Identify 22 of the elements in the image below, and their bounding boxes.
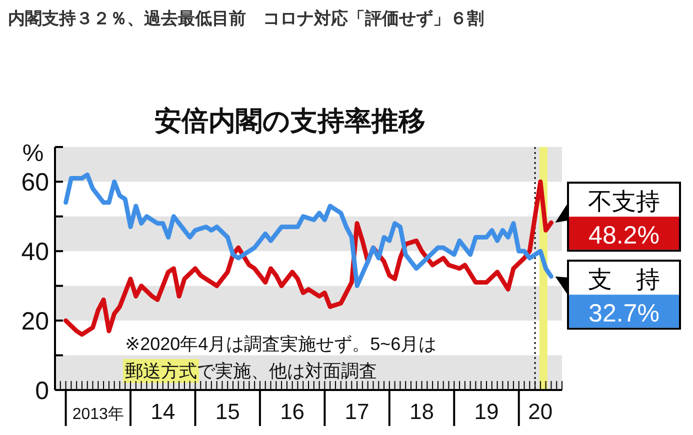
data-label: 48.2%	[588, 222, 660, 250]
annotation: ※2020年4月は調査実施せず。5~6月は	[125, 334, 437, 354]
y-axis-title: %	[22, 140, 44, 167]
x-tick-label: 16	[280, 399, 305, 424]
y-tick-label: 0	[35, 377, 49, 405]
y-tick-label: 40	[21, 238, 49, 266]
text: 内閣支持３２％、過去最低目前 コロナ対応「評価せず」６割	[8, 9, 484, 28]
series-label: 不支持	[588, 188, 660, 216]
x-tick-label: 2013年	[72, 406, 124, 423]
data-label: 32.7%	[588, 300, 660, 328]
y-tick-label: 60	[21, 168, 49, 197]
y-tick-label: 20	[21, 308, 49, 336]
x-tick-label: 19	[474, 399, 499, 424]
x-tick-label: 20	[528, 399, 553, 424]
annotation: 郵送方式で実施、他は対面調査	[125, 361, 377, 381]
x-tick-label: 17	[344, 399, 370, 424]
series-label: 支 持	[588, 266, 660, 294]
x-tick-label: 14	[150, 399, 176, 424]
x-tick-label: 18	[410, 399, 434, 424]
chart-title: 安倍内閣の支持率推移	[154, 106, 426, 136]
line-series	[64, 172, 554, 288]
x-tick-label: 15	[215, 399, 240, 424]
